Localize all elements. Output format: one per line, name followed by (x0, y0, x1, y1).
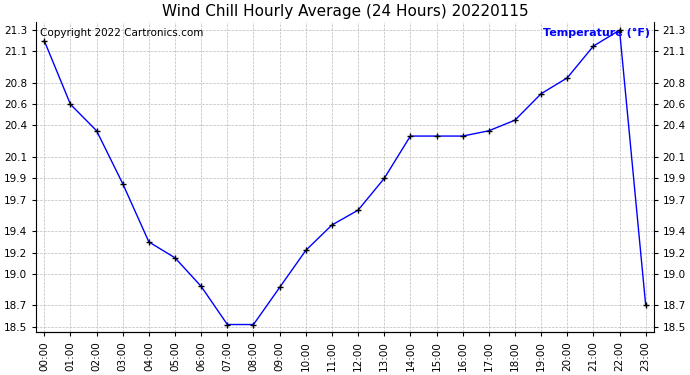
Text: Temperature (°F): Temperature (°F) (544, 28, 651, 38)
Text: Copyright 2022 Cartronics.com: Copyright 2022 Cartronics.com (39, 28, 203, 38)
Title: Wind Chill Hourly Average (24 Hours) 20220115: Wind Chill Hourly Average (24 Hours) 202… (161, 4, 529, 19)
